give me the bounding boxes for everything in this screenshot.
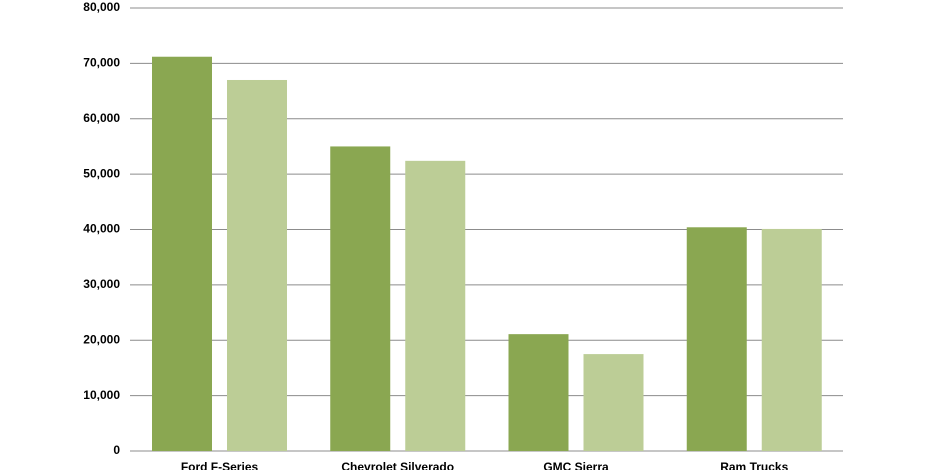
- y-tick-label: 20,000: [83, 332, 120, 346]
- bar: [686, 227, 747, 451]
- y-tick-label: 10,000: [83, 388, 120, 402]
- x-tick-label: Ram Trucks: [720, 460, 788, 470]
- y-tick-label: 40,000: [83, 222, 120, 236]
- bar: [761, 228, 822, 451]
- bar: [583, 354, 644, 451]
- x-tick-label: Ford F-Series: [181, 460, 259, 470]
- bar: [227, 79, 287, 452]
- x-tick-label: Chevrolet Silverado: [341, 460, 454, 470]
- x-tick-label: GMC Sierra: [543, 460, 609, 470]
- y-tick-label: 30,000: [83, 277, 120, 291]
- y-tick-label: 70,000: [83, 56, 120, 70]
- y-tick-label: 50,000: [83, 166, 120, 180]
- bar: [508, 334, 569, 451]
- y-tick-label: 60,000: [83, 111, 120, 125]
- bar: [152, 56, 212, 451]
- y-tick-label: 80,000: [83, 0, 120, 14]
- bar: [405, 160, 466, 451]
- y-tick-label: 0: [113, 443, 120, 457]
- bar: [330, 146, 391, 451]
